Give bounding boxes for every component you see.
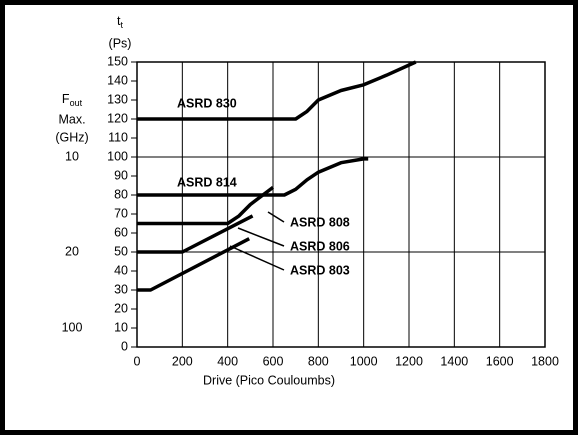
plot-border: [136, 61, 546, 348]
y2-axis-label-line: (GHz): [55, 130, 88, 144]
y-tick-label: 150: [107, 54, 128, 68]
y-tick-label: 110: [108, 130, 128, 144]
y-tick-label: 90: [114, 168, 128, 182]
x-axis-label: Drive (Pico Couloumbs): [203, 373, 335, 387]
y-tick-label: 80: [114, 187, 128, 201]
x-tick-label: 1400: [440, 354, 468, 368]
series-line: [137, 214, 254, 254]
leader-line: [237, 227, 285, 247]
y2-tick-label: 20: [65, 244, 79, 258]
y2-axis-label-line: Max.: [58, 112, 85, 126]
y-tick-label: 140: [107, 73, 128, 87]
y-tick-label: 0: [121, 339, 128, 353]
x-tick-label: 800: [308, 354, 329, 368]
y-tick-label: 130: [107, 92, 128, 106]
y-axis-label: tt: [117, 14, 123, 30]
y2-axis-label: Fout: [62, 92, 83, 108]
leader-line: [267, 211, 285, 223]
y2-tick-label: 10: [65, 149, 79, 163]
y-tick-label: 40: [114, 263, 128, 277]
y2-tick-label: 100: [62, 320, 83, 334]
x-tick-label: 1000: [350, 354, 378, 368]
y-tick-label: 50: [114, 244, 128, 258]
series-label: ASRD 806: [290, 239, 350, 253]
y-tick-label: 120: [107, 111, 128, 125]
x-tick-label: 0: [134, 354, 141, 368]
x-tick-label: 400: [217, 354, 238, 368]
series-line: [137, 60, 417, 121]
y-tick-label: 10: [114, 320, 128, 334]
y-tick-label: 20: [114, 301, 128, 315]
x-tick-label: 200: [172, 354, 193, 368]
series-label: ASRD 814: [177, 175, 237, 189]
series-label: ASRD 808: [290, 215, 350, 229]
y-tick-label: 70: [114, 206, 128, 220]
leader-line: [229, 245, 285, 271]
series-label: ASRD 803: [290, 263, 350, 277]
y-tick-label: 60: [114, 225, 128, 239]
x-tick-label: 1200: [395, 354, 423, 368]
series-line: [137, 157, 369, 197]
y-tick-label: 30: [114, 282, 128, 296]
y-tick-label: 100: [107, 149, 128, 163]
y-axis-unit: (Ps): [109, 36, 132, 50]
series-line: [137, 186, 275, 226]
x-tick-label: 600: [263, 354, 284, 368]
series-label: ASRD 830: [177, 96, 237, 110]
series-line: [137, 237, 251, 292]
x-tick-label: 1800: [531, 354, 559, 368]
x-tick-label: 1600: [486, 354, 514, 368]
